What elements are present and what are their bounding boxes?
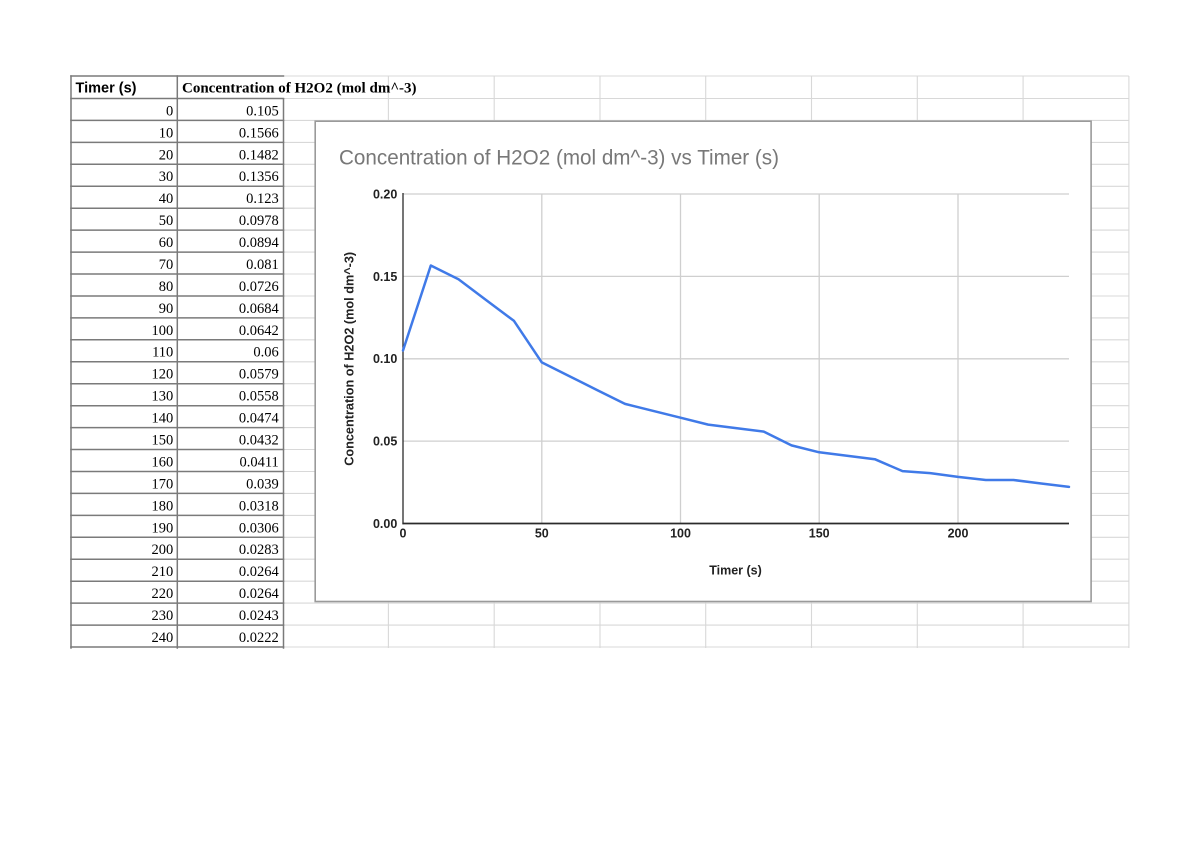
svg-text:0.0894: 0.0894 [239,235,280,251]
svg-text:0.0474: 0.0474 [239,411,280,427]
svg-text:0.081: 0.081 [246,257,279,273]
svg-text:Concentration of H2O2 (mol dm^: Concentration of H2O2 (mol dm^-3) vs Tim… [339,146,779,170]
svg-text:220: 220 [152,586,174,602]
svg-text:120: 120 [152,367,174,383]
svg-text:0.1566: 0.1566 [239,125,279,141]
svg-text:0.10: 0.10 [373,352,397,366]
svg-text:0: 0 [166,103,173,119]
svg-text:0.0642: 0.0642 [239,323,279,339]
svg-text:100: 100 [152,323,174,339]
svg-text:180: 180 [152,498,174,514]
svg-text:200: 200 [152,542,174,558]
svg-text:60: 60 [159,235,174,251]
svg-text:160: 160 [152,454,174,470]
svg-text:40: 40 [159,191,174,207]
svg-text:50: 50 [535,527,549,541]
svg-text:0.105: 0.105 [246,103,279,119]
svg-text:80: 80 [159,279,174,295]
svg-text:0.0264: 0.0264 [239,586,280,602]
svg-text:0.06: 0.06 [253,345,278,361]
svg-text:200: 200 [948,527,969,541]
svg-text:Concentration of H2O2 (mol dm^: Concentration of H2O2 (mol dm^-3) [343,252,357,466]
svg-text:0.039: 0.039 [246,476,279,492]
svg-text:150: 150 [152,433,174,449]
svg-text:0.123: 0.123 [246,191,279,207]
svg-text:0.0243: 0.0243 [239,608,279,624]
svg-text:130: 130 [152,389,174,405]
svg-text:0.0411: 0.0411 [239,454,278,470]
svg-text:240: 240 [152,630,174,646]
svg-text:50: 50 [159,213,174,229]
svg-text:0.0579: 0.0579 [239,367,279,383]
svg-text:0.0264: 0.0264 [239,564,280,580]
svg-text:190: 190 [152,520,174,536]
svg-text:Timer (s): Timer (s) [76,80,137,96]
svg-text:0.0222: 0.0222 [239,630,279,646]
svg-text:0.20: 0.20 [373,187,397,201]
svg-text:0.0283: 0.0283 [239,542,279,558]
svg-text:210: 210 [152,564,174,580]
svg-text:230: 230 [152,608,174,624]
svg-text:100: 100 [670,527,691,541]
svg-text:30: 30 [159,169,174,185]
svg-text:70: 70 [159,257,174,273]
svg-text:0.0318: 0.0318 [239,498,279,514]
svg-text:Timer (s): Timer (s) [709,564,762,578]
svg-text:0.0558: 0.0558 [239,389,279,405]
svg-text:0.1482: 0.1482 [239,147,279,163]
svg-text:10: 10 [159,125,174,141]
svg-text:20: 20 [159,147,174,163]
svg-text:90: 90 [159,301,174,317]
svg-text:0.0306: 0.0306 [239,520,279,536]
svg-text:0.1356: 0.1356 [239,169,279,185]
svg-text:110: 110 [152,345,173,361]
svg-text:150: 150 [809,527,830,541]
svg-text:170: 170 [152,476,174,492]
svg-text:0.0726: 0.0726 [239,279,279,295]
svg-text:0: 0 [400,527,407,541]
svg-text:0.0432: 0.0432 [239,433,279,449]
svg-text:140: 140 [152,411,174,427]
svg-text:0.00: 0.00 [373,517,397,531]
svg-text:0.15: 0.15 [373,270,397,284]
svg-text:0.0978: 0.0978 [239,213,279,229]
svg-text:Concentration of H2O2 (mol dm^: Concentration of H2O2 (mol dm^-3) [182,81,417,97]
svg-text:0.05: 0.05 [373,435,397,449]
svg-text:0.0684: 0.0684 [239,301,280,317]
